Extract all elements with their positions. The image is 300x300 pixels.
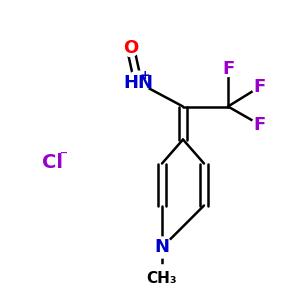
Text: O: O (123, 39, 138, 57)
Circle shape (220, 61, 236, 76)
Circle shape (252, 80, 267, 94)
Circle shape (40, 150, 64, 174)
Circle shape (127, 71, 149, 94)
Circle shape (140, 71, 149, 80)
Text: N: N (154, 238, 169, 256)
Text: F: F (222, 60, 234, 78)
Circle shape (152, 237, 172, 258)
Circle shape (252, 117, 267, 132)
Text: CH₃: CH₃ (147, 271, 177, 286)
Text: HN: HN (123, 74, 153, 92)
Circle shape (122, 40, 139, 56)
Text: F: F (254, 78, 266, 96)
Text: Cl: Cl (42, 152, 63, 172)
Circle shape (148, 265, 176, 292)
Text: F: F (254, 116, 266, 134)
Text: ⁻: ⁻ (60, 149, 68, 164)
Text: +: + (139, 69, 150, 82)
